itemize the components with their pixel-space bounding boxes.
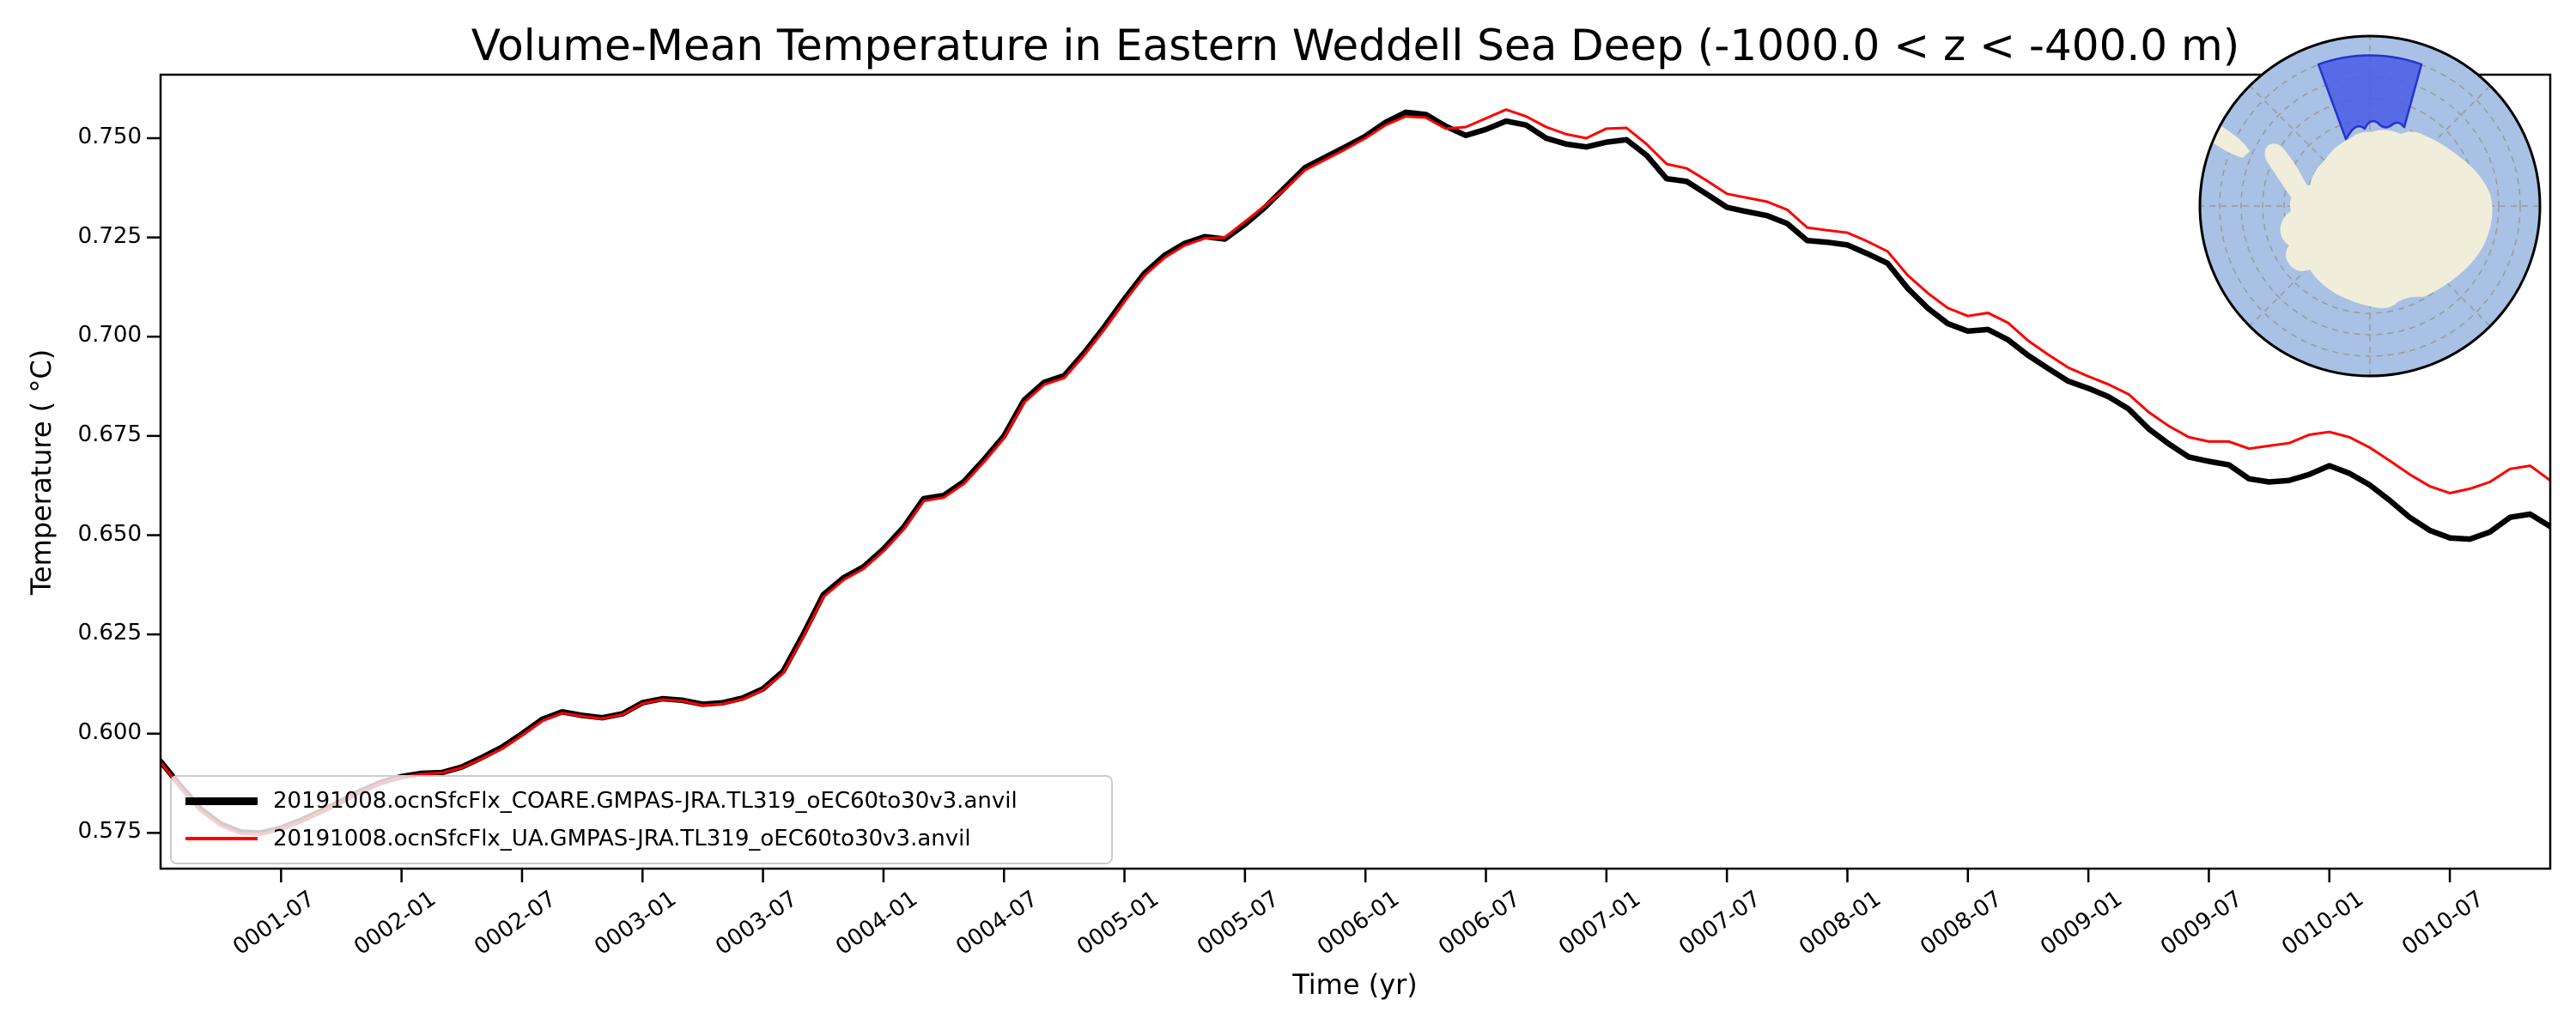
antarctica-inset-map [2198, 34, 2542, 378]
y-tick-label: 0.600 [77, 718, 142, 745]
y-tick-label: 0.625 [77, 620, 142, 646]
map-island [2201, 99, 2213, 107]
legend: 20191008.ocnSfcFlx_COARE.GMPAS-JRA.TL319… [170, 775, 1113, 864]
legend-swatch-ua [185, 836, 258, 840]
map-region-highlight-wedge [2317, 54, 2423, 141]
map-antarctic-peninsula [2264, 143, 2317, 215]
plot-frame [159, 73, 2552, 870]
x-axis-label: Time (yr) [1292, 968, 1418, 1001]
axis-ticks [147, 136, 2451, 882]
y-tick-label: 0.575 [77, 818, 142, 845]
data-series-lines [161, 108, 2550, 836]
series-line-ua [161, 108, 2550, 836]
y-tick-label: 0.675 [77, 421, 142, 447]
chart-title: Volume-Mean Temperature in Eastern Wedde… [471, 21, 2240, 70]
legend-item-coare: 20191008.ocnSfcFlx_COARE.GMPAS-JRA.TL319… [185, 788, 1097, 814]
legend-swatch-coare [185, 797, 258, 805]
series-line-coare [161, 109, 2550, 836]
y-tick-label: 0.700 [77, 322, 142, 348]
map-border [2198, 34, 2542, 378]
y-tick-label: 0.750 [77, 124, 142, 149]
legend-item-ua: 20191008.ocnSfcFlx_UA.GMPAS-JRA.TL319_oE… [185, 826, 1097, 851]
y-tick-label: 0.650 [77, 520, 142, 547]
y-axis-label: Temperature ( °C) [25, 348, 58, 596]
legend-label-coare: 20191008.ocnSfcFlx_COARE.GMPAS-JRA.TL319… [273, 788, 1018, 815]
y-tick-label: 0.725 [77, 222, 142, 249]
legend-label-ua: 20191008.ocnSfcFlx_UA.GMPAS-JRA.TL319_oE… [273, 825, 971, 851]
